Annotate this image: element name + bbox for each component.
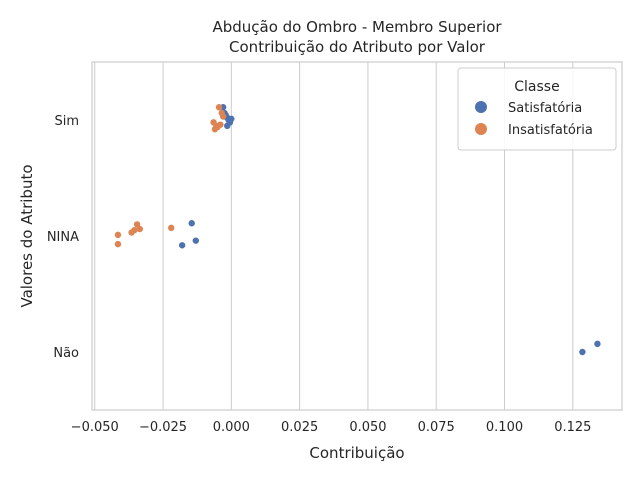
x-tick-labels: −0.050 −0.025 0.000 0.025 0.050 0.075 0.100 0.1… [71, 420, 592, 435]
data-point [114, 231, 122, 239]
legend-marker-insatisfatoria [475, 123, 487, 135]
y-tick-labels: Sim NINA Não [47, 114, 79, 361]
y-axis-label: Valores do Atributo [18, 164, 36, 307]
legend-marker-satisfatoria [475, 101, 487, 113]
legend-title: Classe [514, 79, 559, 95]
y-tick-label: Sim [54, 114, 79, 129]
legend-label-satisfatoria: Satisfatória [508, 101, 582, 116]
data-point [136, 225, 144, 233]
legend-label-insatisfatoria: Insatisfatória [508, 123, 593, 138]
data-point [188, 220, 195, 227]
x-tick-label: 0.025 [281, 420, 318, 435]
data-point [192, 237, 200, 244]
x-axis-label: Contribuição [309, 444, 404, 462]
data-point [168, 224, 175, 232]
chart-title-line-2: Contribuição do Atributo por Valor [229, 38, 486, 56]
data-point [178, 242, 186, 249]
data-point [228, 115, 235, 123]
x-tick-label: −0.050 [71, 420, 119, 435]
y-tick-label: Não [53, 346, 79, 361]
x-tick-label: 0.075 [418, 420, 455, 435]
data-point [128, 229, 135, 236]
x-tick-label: 0.000 [213, 420, 250, 435]
x-tick-label: −0.025 [139, 420, 187, 435]
data-points [114, 104, 601, 356]
legend: Classe Satisfatória Insatisfatória [457, 67, 617, 151]
plot-frame [91, 61, 623, 411]
data-point [133, 221, 141, 228]
data-point [219, 113, 227, 120]
x-tick-label: 0.125 [554, 420, 591, 435]
y-tick-label: NINA [47, 230, 79, 245]
data-point [215, 104, 223, 111]
x-tick-label: 0.050 [349, 420, 386, 435]
data-point [224, 122, 231, 129]
data-point [579, 348, 586, 356]
chart-title-line-1: Abdução do Ombro - Membro Superior [212, 18, 502, 36]
data-point [214, 123, 221, 131]
data-point [594, 340, 601, 348]
x-tick-label: 0.100 [486, 420, 523, 435]
data-point [114, 240, 122, 248]
legend-box [457, 67, 617, 151]
